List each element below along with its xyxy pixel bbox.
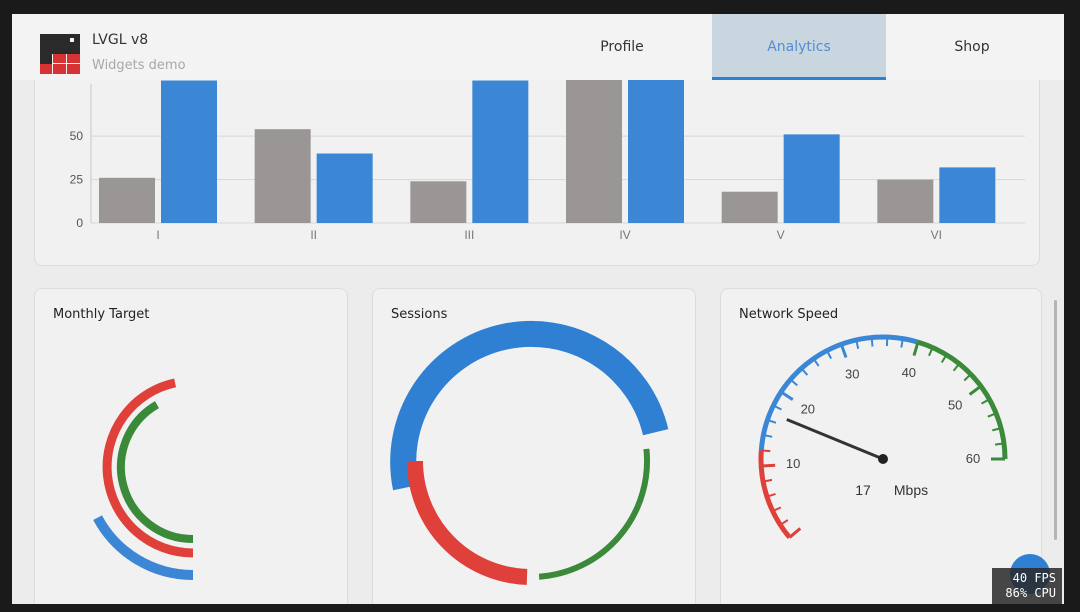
gauge-tick xyxy=(987,412,997,418)
sessions-arc xyxy=(407,460,528,585)
bar xyxy=(783,134,840,223)
network-speed-gauge: 10 20 30 40 50 60 17 Mbps xyxy=(758,334,1008,540)
fps-readout: 40 FPS xyxy=(1012,571,1056,585)
gauge-tick xyxy=(826,350,833,360)
gauge-tick xyxy=(800,367,809,376)
bar-chart-card: 0 25 50 I II III IV V VI xyxy=(34,80,1040,266)
x-tick-label: IV xyxy=(619,228,630,242)
gauge-tick xyxy=(992,427,1002,432)
perf-monitor: 40 FPS 86% CPU xyxy=(992,568,1062,604)
gauge-hub xyxy=(878,454,888,464)
gauge-tick xyxy=(767,419,777,424)
bar xyxy=(472,80,529,224)
gauge-tick xyxy=(789,378,798,387)
sessions-card: Sessions xyxy=(372,288,696,612)
bezel-right xyxy=(1064,0,1080,612)
bar xyxy=(566,80,622,223)
gauge-tick xyxy=(940,354,948,364)
sessions-title: Sessions xyxy=(391,307,448,322)
gauge-tick xyxy=(870,337,874,347)
gauge-tick xyxy=(788,527,802,539)
gauge-tick xyxy=(780,390,794,401)
app-title: LVGL v8 xyxy=(92,32,149,48)
header-bar: LVGL v8 Widgets demo Profile Analytics S… xyxy=(12,14,1064,80)
gauge-needle xyxy=(786,418,884,461)
bezel-bottom xyxy=(0,604,1080,612)
gauge-scale-label: 50 xyxy=(948,397,962,412)
gauge-tick xyxy=(766,492,776,498)
gauge-tick xyxy=(839,343,848,359)
bar xyxy=(410,181,467,223)
bar xyxy=(939,167,996,223)
cpu-readout: 86% CPU xyxy=(1005,586,1056,600)
gauge-tick xyxy=(855,339,860,349)
gauge-tick xyxy=(963,373,972,382)
monthly-target-title: Monthly Target xyxy=(53,307,150,322)
gauge-tick xyxy=(761,449,771,453)
x-tick-label: VI xyxy=(931,228,942,242)
x-tick-label: II xyxy=(310,228,317,242)
tab-shop[interactable]: Shop xyxy=(954,39,990,55)
bar xyxy=(721,191,778,223)
gauge-tick xyxy=(763,434,773,438)
target-arc xyxy=(116,401,194,543)
bezel-left xyxy=(0,0,12,612)
lvgl-logo-icon xyxy=(40,34,80,74)
gauge-tick xyxy=(772,404,782,411)
bezel-top xyxy=(0,0,1080,14)
gauge-scale-label: 40 xyxy=(902,365,916,380)
y-tick-label: 25 xyxy=(70,173,84,187)
gauge-tick xyxy=(772,506,782,513)
monthly-target-card: Monthly Target xyxy=(34,288,348,612)
bar xyxy=(99,177,155,223)
gauge-tick xyxy=(968,384,982,396)
target-arc xyxy=(102,378,194,558)
gauge-value: 17 xyxy=(855,482,871,498)
sessions-arcs xyxy=(390,320,669,585)
gauge-tick xyxy=(762,478,773,483)
gauge-tick xyxy=(952,363,961,372)
gauge-scale-label: 10 xyxy=(786,456,800,471)
app-subtitle: Widgets demo xyxy=(92,58,186,73)
tab-analytics[interactable]: Analytics xyxy=(712,14,886,80)
gauge-tick xyxy=(761,463,776,468)
bar xyxy=(628,80,684,223)
bar xyxy=(316,153,373,223)
network-speed-card: Network Speed 10 20 30 40 50 60 17 Mbps xyxy=(720,288,1042,612)
x-tick-label: I xyxy=(156,228,159,242)
gauge-scale-label: 60 xyxy=(966,451,980,466)
sessions-arc xyxy=(390,320,669,491)
gauge-tick xyxy=(981,398,990,405)
x-tick-label: III xyxy=(464,228,474,242)
network-speed-title: Network Speed xyxy=(739,307,839,322)
target-arc xyxy=(93,515,194,580)
sessions-arc xyxy=(538,448,650,580)
tab-profile[interactable]: Profile xyxy=(600,39,644,55)
gauge-tick xyxy=(994,442,1005,446)
y-tick-label: 50 xyxy=(70,129,84,143)
y-tick-label: 0 xyxy=(76,216,83,230)
gauge-tick xyxy=(912,341,920,356)
scrollbar[interactable] xyxy=(1054,300,1057,540)
gauge-unit: Mbps xyxy=(894,482,928,498)
x-tick-label: V xyxy=(777,228,785,242)
gauge-tick xyxy=(812,358,820,367)
gauge-scale-label: 20 xyxy=(801,402,815,417)
bar xyxy=(877,179,934,223)
bar xyxy=(254,129,311,223)
gauge-tick xyxy=(779,519,789,526)
gauge-scale-label: 30 xyxy=(845,366,859,381)
bar xyxy=(161,80,217,224)
gauge-tick xyxy=(928,347,934,357)
gauge-tick xyxy=(900,338,904,348)
monthly-target-arcs xyxy=(93,378,194,580)
